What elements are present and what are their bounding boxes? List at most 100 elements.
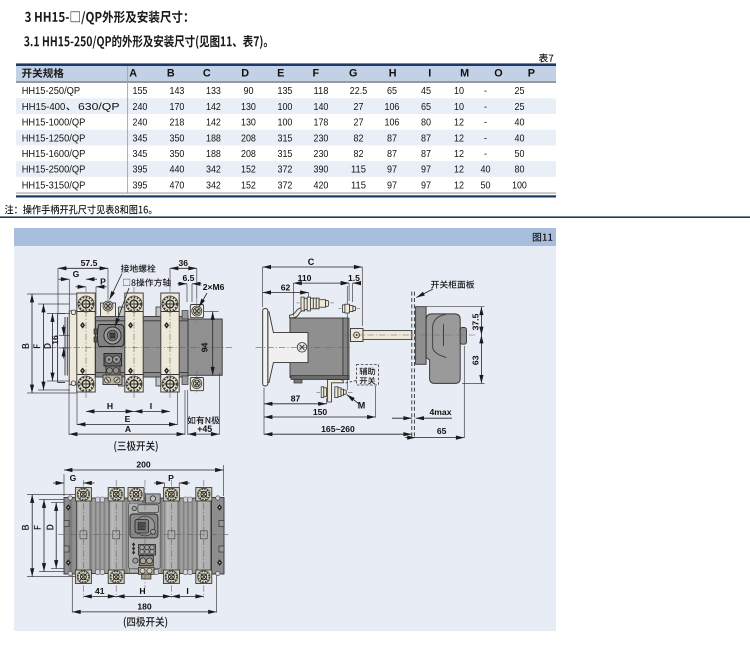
svg-text:82: 82 [354, 133, 364, 144]
svg-text:50: 50 [481, 180, 491, 191]
svg-text:350: 350 [170, 149, 185, 160]
svg-text:12: 12 [454, 180, 464, 191]
svg-text:218: 218 [170, 118, 185, 129]
svg-text:-: - [484, 133, 487, 144]
svg-text:315: 315 [278, 149, 293, 160]
svg-text:155: 155 [133, 86, 148, 97]
svg-text:152: 152 [241, 165, 256, 176]
svg-text:10: 10 [454, 86, 464, 97]
svg-text:HH15-1250/QP: HH15-1250/QP [22, 133, 86, 144]
svg-text:118: 118 [314, 86, 329, 97]
svg-text:87: 87 [421, 133, 431, 144]
svg-text:208: 208 [241, 149, 256, 160]
svg-text:P: P [168, 473, 174, 483]
svg-text:188: 188 [206, 133, 221, 144]
svg-text:97: 97 [421, 165, 431, 176]
svg-text:H: H [389, 67, 397, 79]
svg-text:P: P [100, 277, 106, 287]
svg-text:HH15-2500/QP: HH15-2500/QP [22, 165, 86, 176]
svg-text:94: 94 [199, 343, 209, 353]
svg-text:40: 40 [515, 133, 525, 144]
svg-text:90: 90 [244, 86, 254, 97]
svg-text:40: 40 [515, 118, 525, 129]
svg-text:M: M [460, 67, 469, 79]
svg-text:420: 420 [314, 180, 329, 191]
svg-text:97: 97 [387, 180, 397, 191]
svg-text:G: G [70, 473, 77, 483]
svg-text:115: 115 [351, 180, 366, 191]
svg-text:82: 82 [354, 149, 364, 160]
svg-text:41: 41 [95, 586, 105, 596]
svg-text:630/QP: 630/QP [78, 102, 120, 113]
svg-text:C: C [203, 67, 211, 79]
svg-text:A: A [125, 424, 131, 434]
svg-text:345: 345 [133, 133, 148, 144]
svg-text:133: 133 [206, 86, 221, 97]
svg-text:-: - [484, 102, 487, 113]
svg-text:178: 178 [314, 118, 329, 129]
svg-text:25: 25 [515, 86, 525, 97]
svg-text:57.5: 57.5 [81, 258, 98, 268]
svg-text:240: 240 [133, 102, 148, 113]
svg-text:115: 115 [351, 165, 366, 176]
svg-text:I: I [150, 401, 152, 411]
svg-text:80: 80 [421, 118, 431, 129]
svg-text:342: 342 [206, 180, 221, 191]
svg-text:1.5: 1.5 [348, 273, 360, 283]
svg-text:H: H [139, 586, 145, 596]
svg-text:36: 36 [179, 258, 189, 268]
svg-text:150: 150 [313, 407, 328, 417]
svg-text:22.5: 22.5 [350, 86, 368, 97]
svg-text:HH15-1000/QP: HH15-1000/QP [22, 118, 86, 129]
svg-text:G: G [349, 67, 357, 79]
svg-text:110: 110 [298, 273, 312, 283]
svg-text:140: 140 [314, 102, 329, 113]
svg-text:F: F [312, 67, 319, 79]
svg-text:-: - [484, 118, 487, 129]
svg-text:80: 80 [515, 165, 525, 176]
svg-text:65: 65 [421, 102, 431, 113]
svg-text:87: 87 [291, 394, 301, 404]
svg-text:188: 188 [206, 149, 221, 160]
svg-text:100: 100 [512, 180, 527, 191]
svg-text:350: 350 [170, 133, 185, 144]
svg-text:395: 395 [133, 165, 148, 176]
svg-text:E: E [125, 414, 131, 424]
svg-text:12: 12 [454, 133, 464, 144]
svg-text:HH15-3150/QP: HH15-3150/QP [22, 180, 86, 191]
svg-text:230: 230 [314, 133, 329, 144]
svg-text:27: 27 [354, 118, 364, 129]
svg-text:-: - [484, 149, 487, 160]
svg-text:315: 315 [278, 133, 293, 144]
svg-text:HH15-250/QP: HH15-250/QP [22, 86, 80, 97]
svg-text:37.5: 37.5 [471, 313, 481, 330]
svg-text:10: 10 [454, 102, 464, 113]
svg-text:372: 372 [278, 180, 293, 191]
svg-text:G: G [73, 269, 80, 279]
svg-text:100: 100 [278, 118, 293, 129]
svg-text:D: D [241, 67, 249, 79]
svg-text:470: 470 [170, 180, 185, 191]
svg-text:130: 130 [241, 118, 256, 129]
svg-text:E: E [277, 67, 284, 79]
svg-text:170: 170 [170, 102, 185, 113]
svg-text:97: 97 [421, 180, 431, 191]
svg-text:395: 395 [133, 180, 148, 191]
svg-text:16: 16 [50, 335, 60, 345]
svg-text:25: 25 [515, 102, 525, 113]
svg-text:M: M [358, 401, 366, 411]
svg-text:135: 135 [278, 86, 293, 97]
svg-text:-: - [484, 86, 487, 97]
svg-text:I: I [186, 586, 188, 596]
svg-text:165~260: 165~260 [321, 424, 355, 434]
svg-text:4max: 4max [430, 407, 452, 417]
svg-text:106: 106 [385, 118, 400, 129]
svg-text:372: 372 [278, 165, 293, 176]
svg-text:142: 142 [206, 118, 221, 129]
svg-text:P: P [528, 67, 535, 79]
svg-text:390: 390 [314, 165, 329, 176]
svg-text:440: 440 [170, 165, 185, 176]
svg-text:B: B [167, 67, 175, 79]
svg-text:12: 12 [454, 165, 464, 176]
svg-text:208: 208 [241, 133, 256, 144]
